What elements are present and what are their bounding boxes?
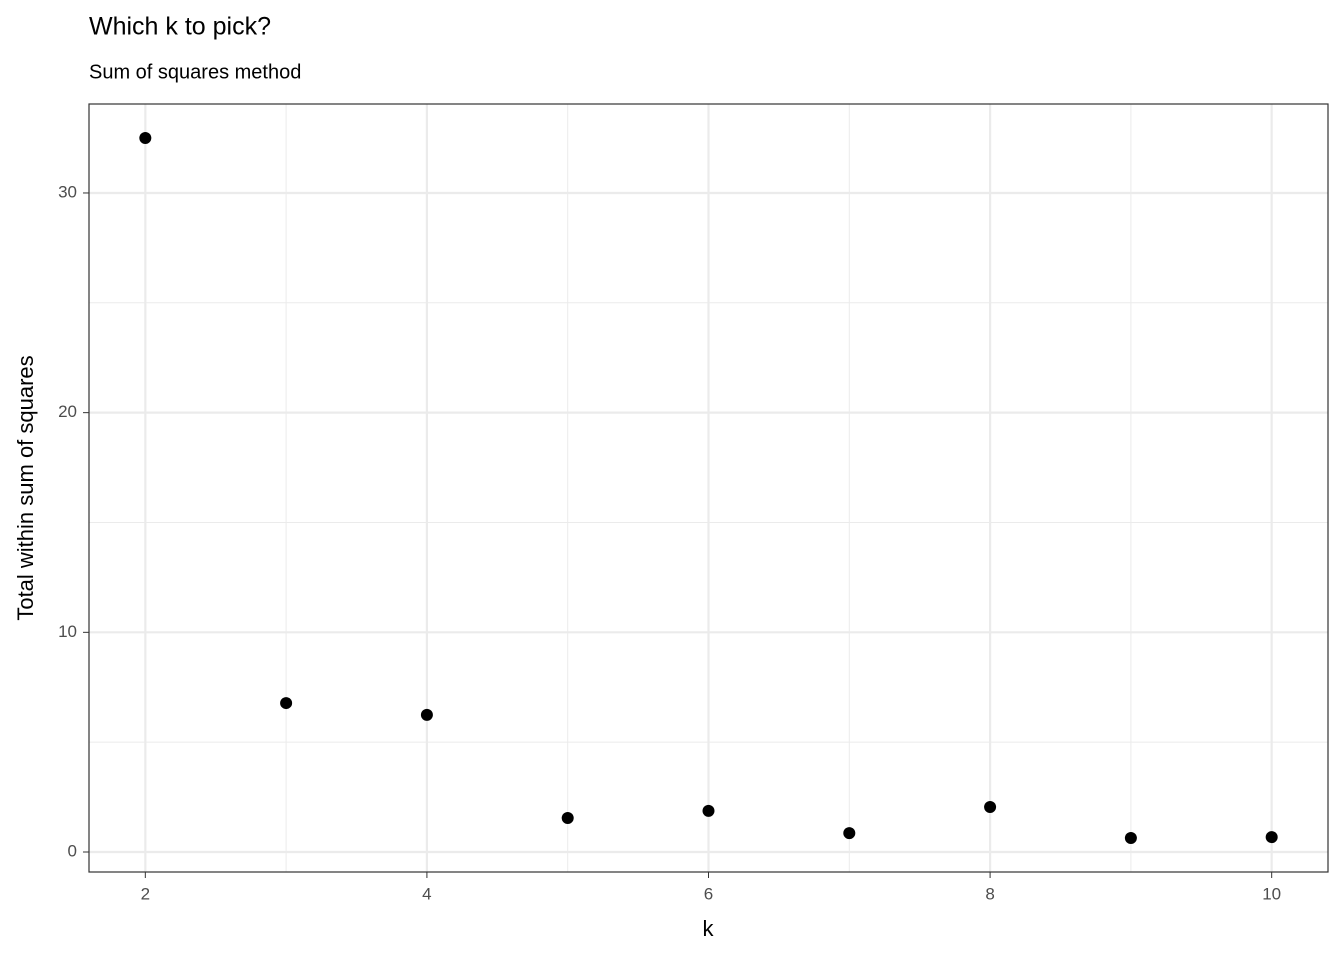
point — [1124, 831, 1137, 844]
point — [420, 708, 433, 721]
point — [139, 132, 152, 145]
y-tick-label: 0 — [68, 841, 77, 860]
x-tick-label: 6 — [704, 884, 713, 903]
point — [702, 804, 715, 817]
point — [984, 800, 997, 813]
point — [843, 827, 856, 840]
panel-border — [88, 103, 1329, 873]
x-tick-label: 2 — [141, 884, 150, 903]
point — [561, 811, 574, 824]
chart-title: Which k to pick? — [89, 13, 271, 41]
point — [280, 697, 293, 710]
y-tick-label: 20 — [58, 402, 77, 421]
x-tick-label: 10 — [1262, 884, 1281, 903]
y-tick-label: 30 — [58, 182, 77, 201]
x-tick-label: 4 — [422, 884, 431, 903]
x-axis-label: k — [703, 916, 715, 941]
y-tick-label: 10 — [58, 622, 77, 641]
y-axis-label: Total within sum of squares — [13, 355, 38, 620]
chart-subtitle: Sum of squares method — [89, 61, 301, 83]
point — [1265, 831, 1278, 844]
x-tick-label: 8 — [985, 884, 994, 903]
